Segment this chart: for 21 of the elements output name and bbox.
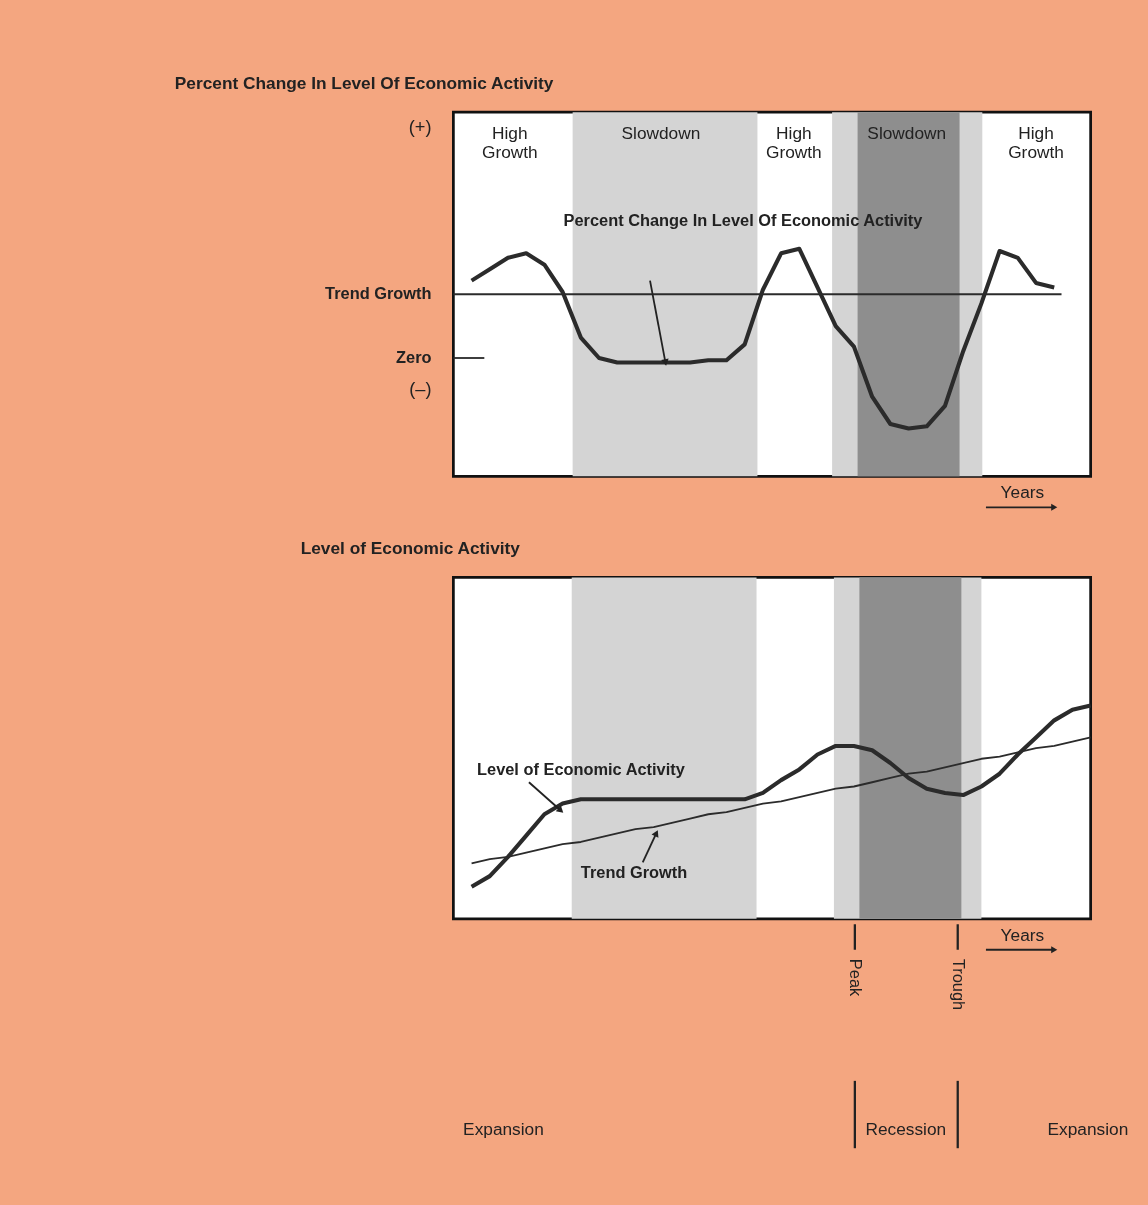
annotation: Trend Growth — [580, 862, 688, 881]
x-axis-title: Years — [1000, 482, 1045, 503]
x-axis-title: Years — [1000, 924, 1045, 945]
text: (+) — [408, 117, 432, 138]
chart-title: Level of Economic Activity — [300, 537, 521, 558]
text: Recession — [865, 1119, 947, 1140]
text: High Growth — [766, 122, 822, 162]
text: Slowdown — [867, 122, 947, 143]
text: Slowdown — [621, 122, 701, 143]
ref-line-label: Trend Growth — [325, 283, 432, 302]
ref-line-label: Zero — [396, 347, 432, 366]
text: (–) — [409, 379, 432, 400]
text: Peak — [847, 958, 866, 997]
chart-title: Percent Change In Level Of Economic Activity — [174, 72, 554, 93]
text: Expansion — [1047, 1119, 1129, 1140]
text: Expansion — [463, 1119, 544, 1140]
annotation: Level of Economic Activity — [477, 759, 686, 778]
text: High Growth — [481, 122, 538, 162]
text: High Growth — [1008, 122, 1064, 162]
text: Percent Change In Level Of Economic Activity — [563, 211, 924, 229]
text: Trough — [950, 958, 969, 1011]
